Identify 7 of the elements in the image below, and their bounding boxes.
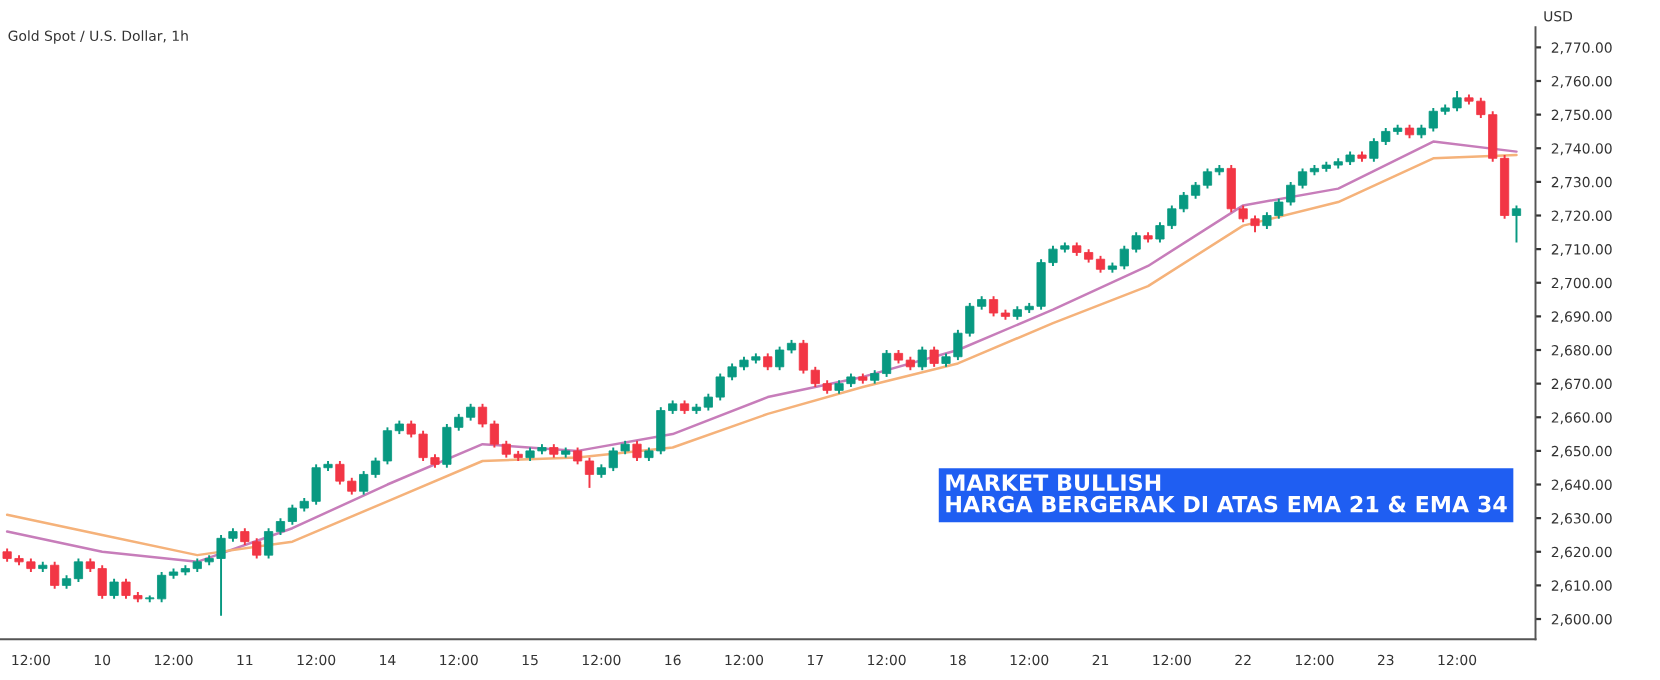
candlestick (50, 560, 60, 590)
candlestick (1511, 204, 1522, 244)
candlestick (929, 345, 939, 368)
candlestick (109, 577, 119, 600)
candlestick (632, 439, 642, 462)
annotation: MARKET BULLISH HARGA BERGERAK DI ATAS EMA 21 & EMA 34 (946, 474, 1507, 513)
candlestick (917, 345, 927, 372)
